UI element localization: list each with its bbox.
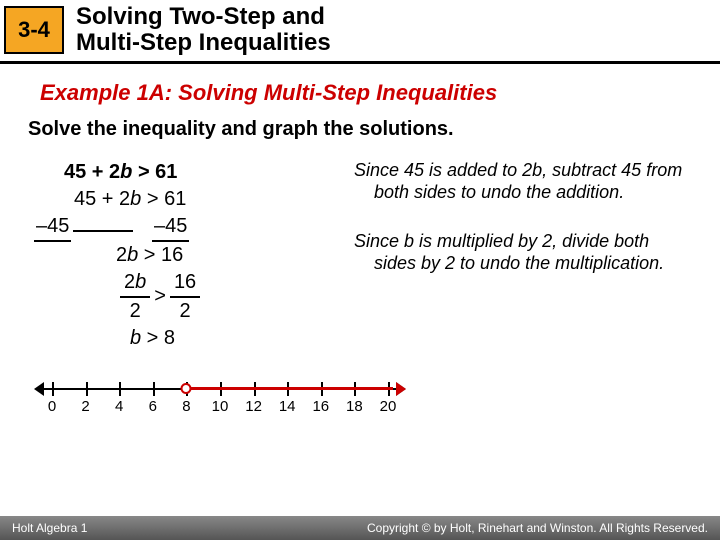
step-subtract: –45 –45 [34, 213, 354, 242]
answer-var: b [130, 327, 141, 349]
subtract-gap [73, 230, 133, 232]
res1-rhs: > 16 [138, 244, 183, 266]
header: 3-4 Solving Two-Step and Multi-Step Ineq… [0, 0, 720, 64]
tick-label: 12 [245, 398, 262, 415]
tick [52, 382, 54, 396]
div-top-l-var: b [135, 271, 146, 293]
problem-statement: 45 + 2b > 61 [64, 159, 354, 186]
final-answer: b > 8 [130, 325, 354, 352]
subtract-left: –45 [34, 213, 71, 242]
subtract-right: –45 [152, 213, 189, 242]
tick [153, 382, 155, 396]
divide-right-fraction: 16 2 [170, 269, 200, 325]
title-line-1: Solving Two-Step and [76, 4, 331, 30]
problem-var: b [120, 161, 132, 183]
explanations: Since 45 is added to 2b, subtract 45 fro… [354, 159, 684, 352]
tick-label: 2 [81, 398, 89, 415]
footer-right: Copyright © by Holt, Rinehart and Winsto… [367, 521, 708, 535]
footer-left: Holt Algebra 1 [12, 521, 87, 535]
problem-lhs: 45 + 2 [64, 161, 120, 183]
tick-label: 8 [182, 398, 190, 415]
lesson-title: Solving Two-Step and Multi-Step Inequali… [76, 4, 331, 57]
div-bot-l: 2 [130, 298, 141, 325]
footer: Holt Algebra 1 Copyright © by Holt, Rine… [0, 516, 720, 540]
instruction-text: Solve the inequality and graph the solut… [28, 118, 692, 141]
divide-left-fraction: 2b 2 [120, 269, 150, 325]
tick-label: 20 [380, 398, 397, 415]
tick-label: 10 [212, 398, 229, 415]
div-top-l: 2b [120, 269, 150, 298]
example-heading: Example 1A: Solving Multi-Step Inequalit… [40, 80, 680, 106]
div-top-l-num: 2 [124, 271, 135, 293]
explanation-2: Since b is multiplied by 2, divide both … [354, 230, 684, 275]
res1-lhs: 2 [116, 244, 127, 266]
tick-label: 14 [279, 398, 296, 415]
tick-label: 0 [48, 398, 56, 415]
div-top-r: 16 [170, 269, 200, 298]
solution-arrow-icon [396, 382, 406, 396]
step1-rhs: > 61 [141, 188, 186, 210]
number-line: 0 2 4 6 8 10 12 14 16 18 20 [40, 370, 400, 420]
title-line-2: Multi-Step Inequalities [76, 30, 331, 56]
step-divide: 2b 2 > 16 2 [116, 269, 354, 325]
step-rewrite: 45 + 2b > 61 [74, 186, 354, 213]
div-op: > [154, 283, 166, 310]
tick-label: 16 [312, 398, 329, 415]
worked-solution: 45 + 2b > 61 45 + 2b > 61 –45 –45 2b > 1… [24, 159, 354, 352]
tick-label: 18 [346, 398, 363, 415]
div-bot-r: 2 [180, 298, 191, 325]
solution-ray [191, 387, 393, 390]
tick-label: 6 [149, 398, 157, 415]
result-after-subtract: 2b > 16 [116, 242, 354, 269]
tick [119, 382, 121, 396]
problem-rhs: > 61 [132, 161, 177, 183]
content-area: 45 + 2b > 61 45 + 2b > 61 –45 –45 2b > 1… [0, 159, 720, 352]
tick-label: 4 [115, 398, 123, 415]
tick [86, 382, 88, 396]
axis-arrow-left-icon [34, 382, 44, 396]
step1-var: b [130, 188, 141, 210]
open-circle-icon [181, 383, 192, 394]
step1-lhs: 45 + 2 [74, 188, 130, 210]
res1-var: b [127, 244, 138, 266]
answer-rhs: > 8 [141, 327, 175, 349]
lesson-badge: 3-4 [4, 6, 64, 54]
explanation-1: Since 45 is added to 2b, subtract 45 fro… [354, 159, 684, 204]
